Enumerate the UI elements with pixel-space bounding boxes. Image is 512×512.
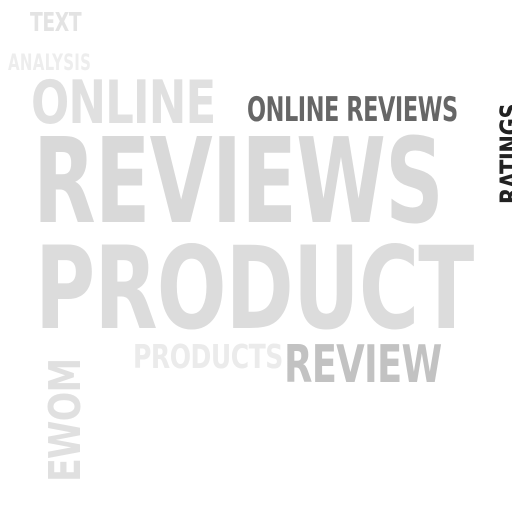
word-ewom: EWOM [40, 358, 91, 482]
word-online-reviews: ONLINE REVIEWS [247, 90, 458, 130]
word-products: PRODUCTS [133, 337, 283, 376]
word-text: TEXT [30, 8, 82, 38]
word-ratings: RATINGS [495, 103, 512, 204]
word-online: ONLINE [31, 68, 216, 138]
word-product: PRODUCT [35, 222, 474, 355]
word-analysis: ANALYSIS [8, 51, 92, 76]
word-review: REVIEW [284, 335, 442, 395]
word-reviews: REVIEWS [33, 112, 444, 250]
